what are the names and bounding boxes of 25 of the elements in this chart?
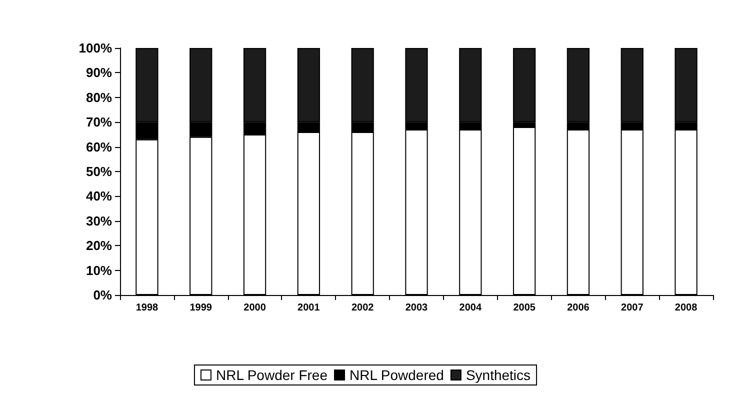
y-tick-label: 40% <box>86 188 112 204</box>
x-tick-label: 2003 <box>405 302 428 314</box>
legend-label: NRL Powdered <box>350 367 444 383</box>
x-tick-label: 1998 <box>136 302 159 314</box>
legend-label: Synthetics <box>466 367 531 383</box>
y-tick-label: 60% <box>86 139 112 154</box>
y-tick-label: 70% <box>86 114 112 130</box>
x-tick-label: 2005 <box>513 302 536 314</box>
x-tick-label: 2000 <box>244 302 266 314</box>
x-tick-label: 2007 <box>621 302 644 314</box>
y-tick-label: 90% <box>86 65 112 80</box>
y-tick-label: 20% <box>86 238 112 254</box>
y-tick-label: 80% <box>86 90 112 105</box>
x-tick-label: 2002 <box>351 302 374 314</box>
x-tick-label: 2006 <box>567 302 590 314</box>
y-tick-label: 0% <box>93 288 112 302</box>
x-tick-label: 2001 <box>298 302 320 314</box>
legend-label: NRL Powder Free <box>216 367 328 383</box>
y-tick-label: 100% <box>78 40 112 56</box>
y-tick-label: 10% <box>86 262 112 278</box>
x-tick-label: 1999 <box>190 302 212 314</box>
y-tick-label: 50% <box>86 164 112 179</box>
x-tick-label: 2004 <box>459 302 482 314</box>
x-tick-label: 2008 <box>674 302 698 314</box>
y-tick-label: 30% <box>86 213 112 228</box>
